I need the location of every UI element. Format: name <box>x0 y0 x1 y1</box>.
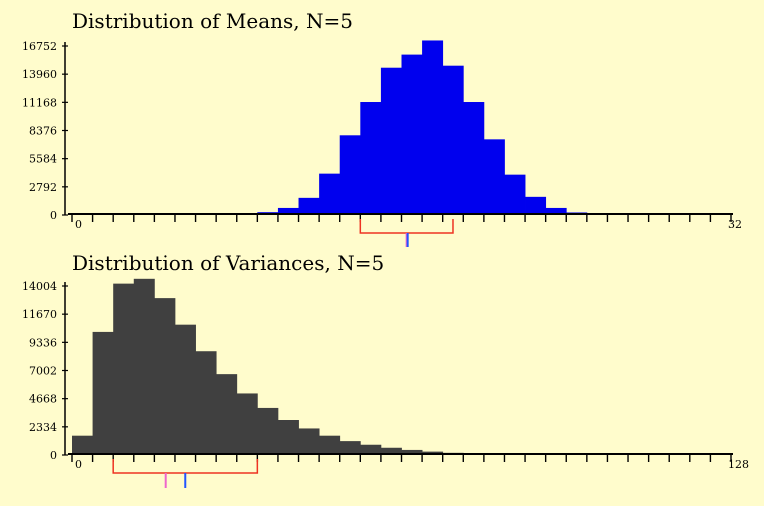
means-annotations <box>359 219 454 247</box>
variances-chart: Distribution of Variances, N=5 0 2334 4668… <box>22 251 749 488</box>
variances-y-tick-label: 0 <box>50 449 57 462</box>
variances-bar <box>401 449 423 455</box>
means-bar <box>298 197 320 215</box>
variances-y-axis: 0 2334 4668 7002 9336 11670 14004 <box>22 280 68 462</box>
variances-bar <box>380 447 402 455</box>
means-y-axis: 0 2792 5584 8376 11168 13960 16752 <box>22 40 68 222</box>
means-bars <box>236 40 588 216</box>
means-bar <box>463 102 485 215</box>
means-chart-title: Distribution of Means, N=5 <box>72 9 353 33</box>
means-bar <box>319 173 341 215</box>
variances-y-tick-label: 4668 <box>29 393 57 406</box>
variances-y-tick-label: 11670 <box>22 308 57 321</box>
means-bar <box>483 139 505 215</box>
means-bar <box>380 67 402 216</box>
means-y-tick-label: 0 <box>50 209 57 222</box>
variances-x-max-label: 128 <box>728 458 749 471</box>
variances-bar <box>195 351 217 455</box>
variances-chart-title: Distribution of Variances, N=5 <box>72 251 384 275</box>
means-y-tick-label: 11168 <box>22 96 57 109</box>
means-bar <box>360 102 382 215</box>
variances-bar <box>236 393 258 455</box>
variances-bars <box>72 278 526 455</box>
variances-bar <box>319 435 341 455</box>
means-y-tick-label: 5584 <box>29 153 57 166</box>
means-bar <box>525 196 547 215</box>
variances-bar <box>360 444 382 455</box>
means-bar <box>504 174 526 215</box>
means-bar <box>339 135 361 215</box>
variances-bar <box>72 435 93 455</box>
variances-y-tick-label: 14004 <box>22 280 57 293</box>
means-y-tick-label: 13960 <box>22 68 57 81</box>
means-x-min-label: 0 <box>75 218 82 231</box>
variances-bar <box>277 420 299 455</box>
means-bar <box>422 40 444 215</box>
variances-x-axis: 0 128 <box>68 453 749 471</box>
variances-annotations <box>112 459 259 488</box>
means-bar <box>401 54 423 215</box>
variances-bar <box>92 331 114 455</box>
variances-bar <box>174 324 196 455</box>
variances-y-tick-label: 7002 <box>29 365 57 378</box>
variances-bar <box>298 428 320 455</box>
means-y-tick-label: 16752 <box>22 40 57 53</box>
means-x-axis: 0 32 <box>68 213 742 231</box>
means-chart: Distribution of Means, N=5 0 2792 5584 8376… <box>22 9 742 247</box>
variances-y-tick-label: 9336 <box>29 336 57 349</box>
variances-bar <box>257 407 279 455</box>
variances-bar <box>154 298 176 455</box>
variances-bar <box>216 374 238 455</box>
variances-bar <box>339 441 361 455</box>
variances-bar <box>133 278 155 455</box>
variances-x-min-label: 0 <box>75 458 82 471</box>
variances-bar <box>113 283 135 455</box>
means-y-tick-label: 2792 <box>29 181 57 194</box>
variances-y-tick-label: 2334 <box>29 421 57 434</box>
means-x-max-label: 32 <box>728 218 742 231</box>
means-bar <box>545 207 567 215</box>
means-bar <box>442 65 464 215</box>
means-y-tick-label: 8376 <box>29 125 57 138</box>
means-bar <box>277 207 299 215</box>
